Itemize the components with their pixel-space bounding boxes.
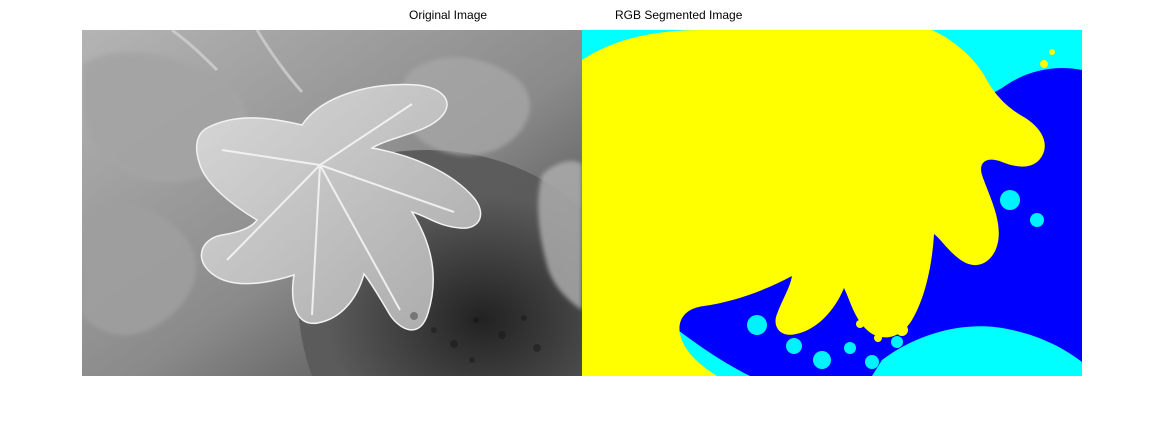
segmented-image [582,30,1082,376]
original-image [82,30,582,376]
original-image-graphic [82,30,582,376]
original-image-title: Original Image [409,8,488,22]
segmented-image-title: RGB Segmented Image [615,8,743,22]
segmented-image-graphic [582,30,1082,376]
